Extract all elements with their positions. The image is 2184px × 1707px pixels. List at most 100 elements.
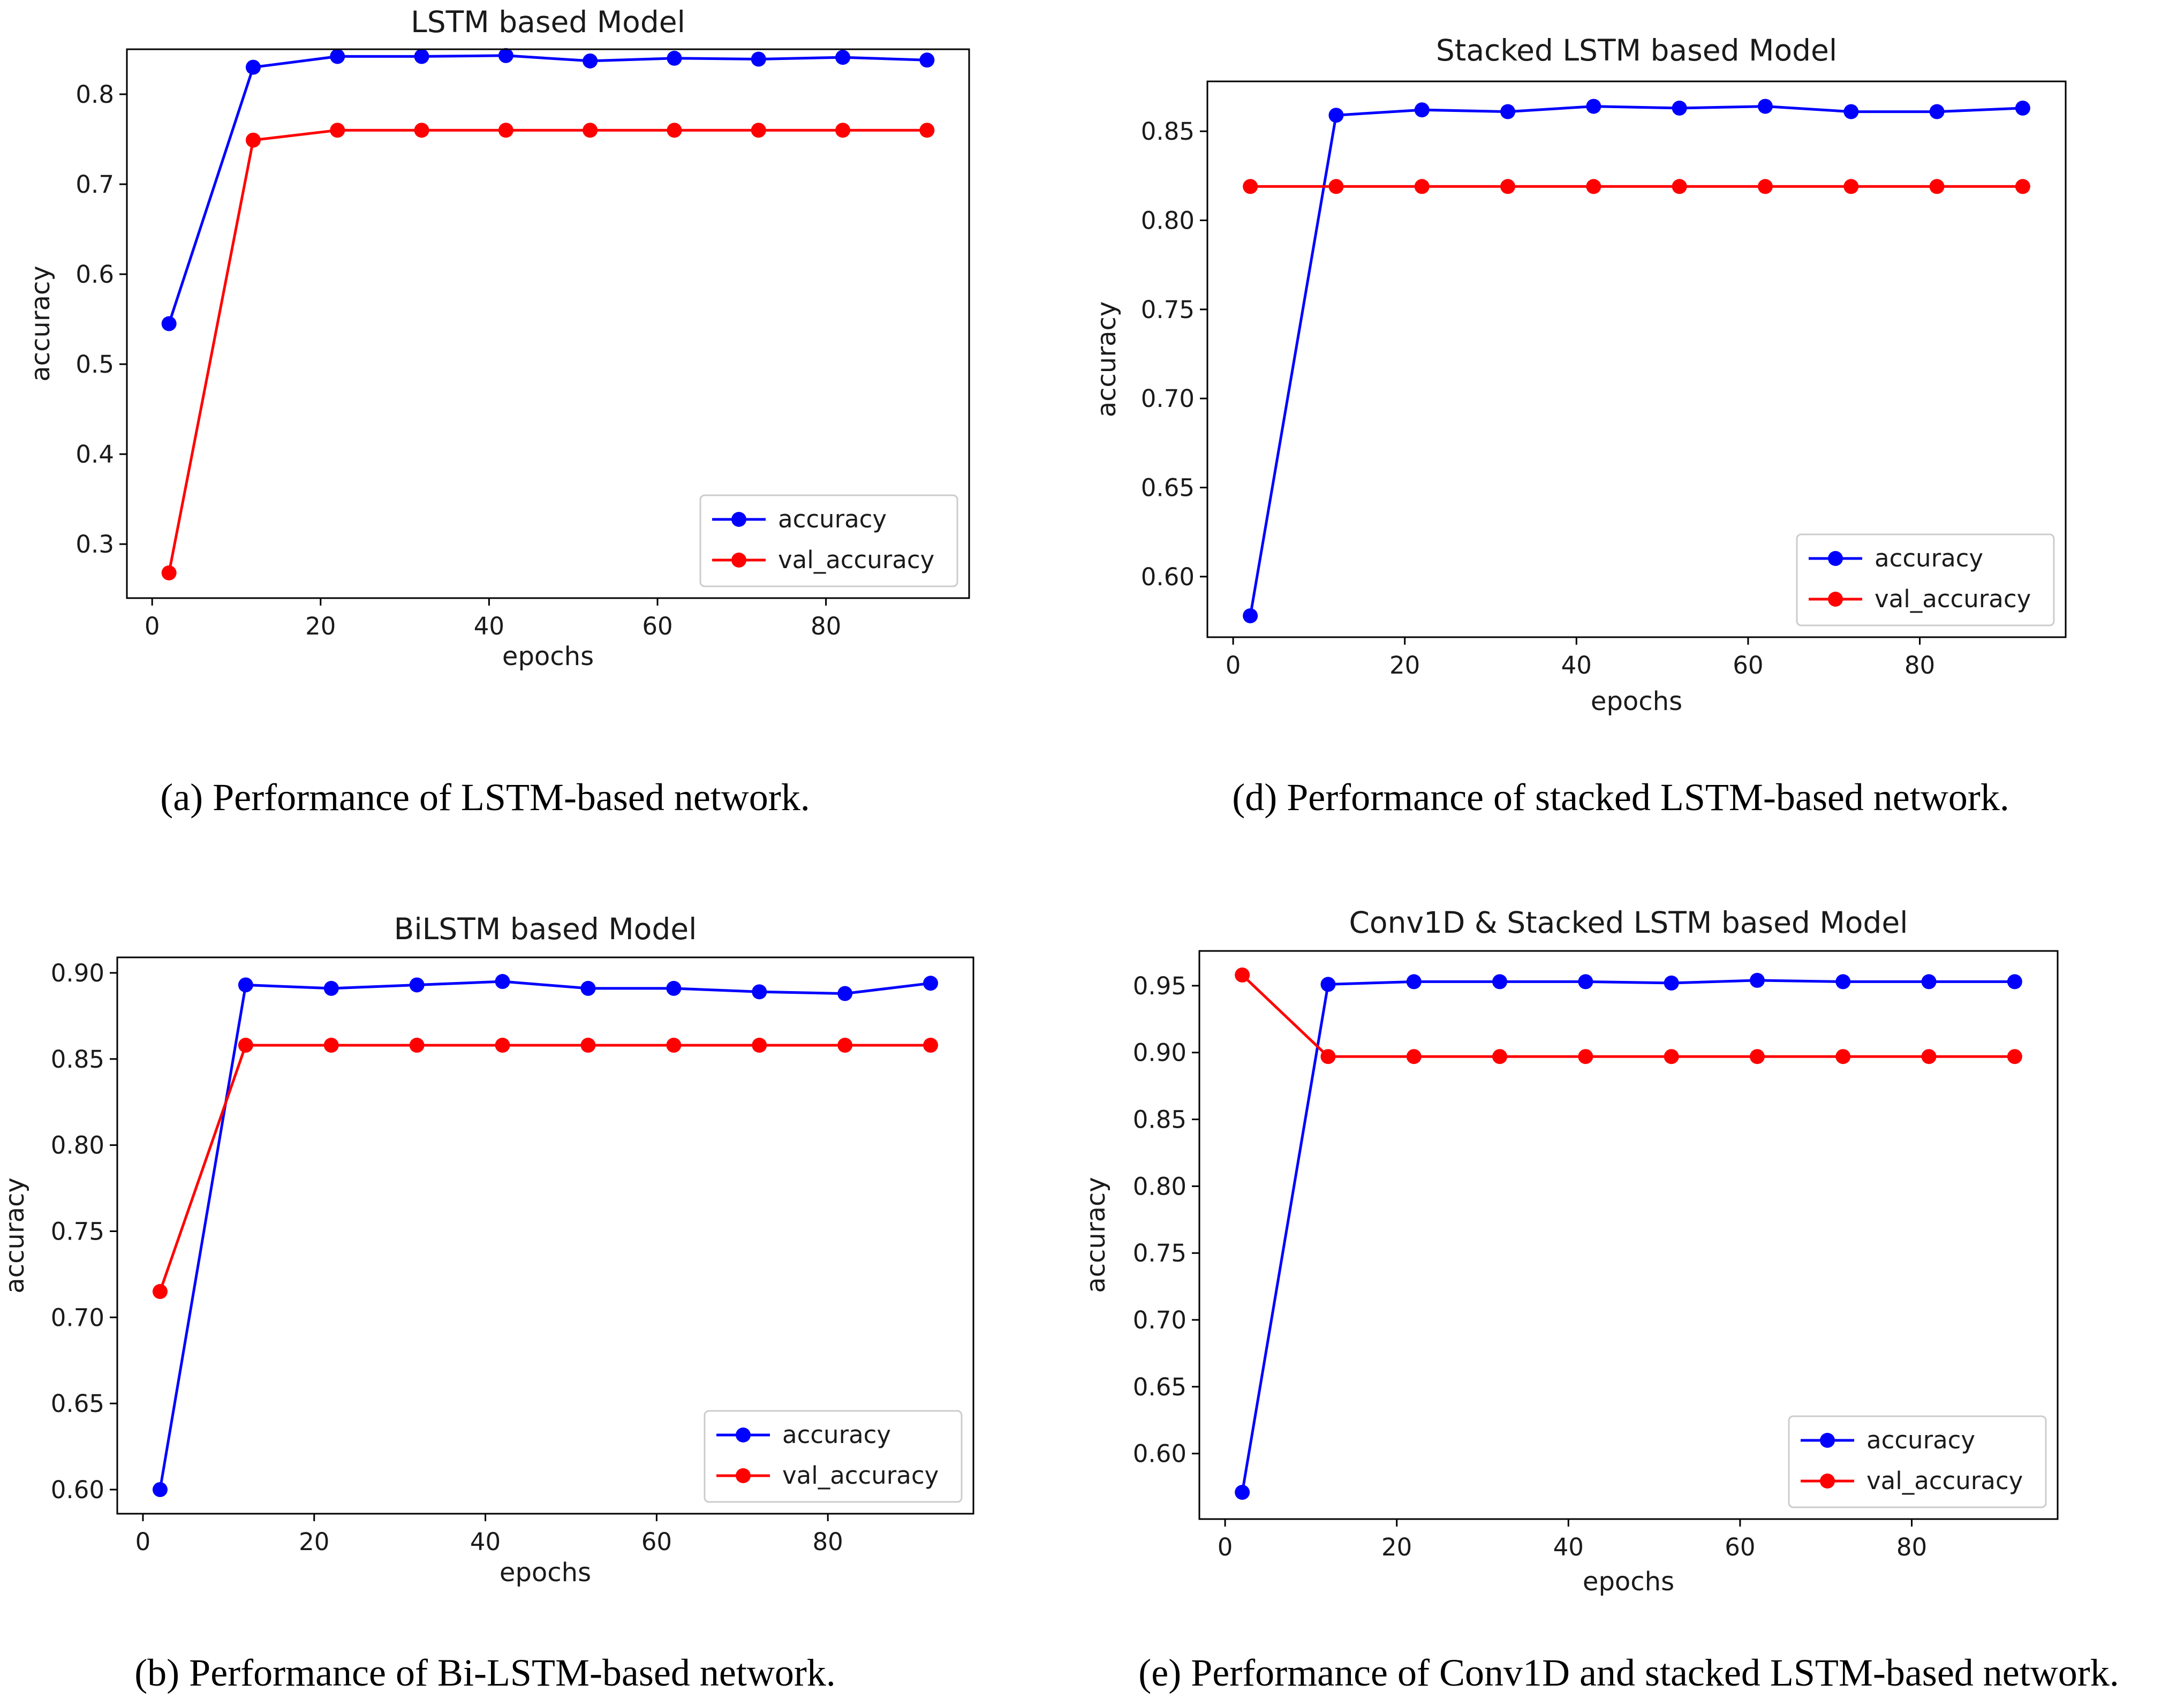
chart-d-y-tick-label: 0.85: [1141, 117, 1195, 146]
chart-d-legend-label-val_accuracy: val_accuracy: [1875, 585, 2031, 613]
chart-d-series-accuracy-point: [1929, 104, 1945, 119]
chart-b-series-accuracy-line: [158, 980, 931, 1490]
chart-e-series-accuracy-point: [1406, 974, 1422, 990]
chart-e-series-val_accuracy-point: [2007, 1049, 2022, 1064]
chart-b-caption-letter: b: [147, 1651, 167, 1694]
chart-d-y-tick-label: 0.80: [1141, 207, 1195, 235]
chart-d-series-accuracy-point: [1328, 108, 1344, 123]
chart-b-series-val_accuracy-point: [152, 1284, 168, 1300]
chart-d-series-accuracy-point: [1757, 99, 1773, 114]
chart-a-y-axis-label: accuracy: [26, 266, 56, 382]
chart-e-series-val_accuracy-point: [1921, 1049, 1937, 1064]
chart-a-series-val_accuracy-point: [330, 123, 345, 138]
chart-e-y-tick-label: 0.65: [1133, 1373, 1187, 1401]
chart-b-y-tick-label: 0.80: [51, 1131, 104, 1160]
chart-e-y-tick-label: 0.95: [1133, 972, 1187, 1000]
chart-b-y-tick-label: 0.85: [51, 1045, 104, 1074]
chart-e-series-val_accuracy-point: [1578, 1049, 1593, 1064]
chart-d-series-val_accuracy-point: [1843, 179, 1859, 194]
chart-e-series-val_accuracy-point: [1835, 1049, 1851, 1064]
chart-d-caption-letter: d: [1245, 776, 1264, 819]
chart-e-series-accuracy-point: [1835, 974, 1851, 990]
chart-e-series-accuracy-point: [1320, 977, 1336, 992]
chart-b-x-tick-label: 80: [813, 1528, 843, 1556]
chart-d-series-accuracy-line: [1249, 105, 2023, 616]
chart-d-series-val_accuracy-point: [1328, 179, 1344, 194]
chart-a-y-tick-label: 0.6: [75, 260, 114, 289]
chart-a-x-tick-label: 20: [305, 612, 336, 640]
chart-a-plot-frame: [126, 48, 970, 599]
chart-e-series-val_accuracy-point: [1406, 1049, 1422, 1064]
chart-e-series-val_accuracy-point: [1664, 1049, 1679, 1064]
chart-b-series-accuracy-point: [580, 980, 596, 996]
chart-b-y-axis-label: accuracy: [0, 1177, 30, 1294]
chart-d-y-tick-label: 0.65: [1141, 474, 1195, 502]
chart-e-series-accuracy-point: [1235, 1485, 1250, 1500]
chart-d-x-tick-label: 60: [1733, 651, 1763, 679]
chart-b-series-accuracy-point: [238, 977, 253, 993]
chart-b-x-tick-label: 20: [299, 1528, 329, 1556]
chart-a-series-accuracy-point: [498, 48, 513, 63]
chart-e-series-accuracy-point: [1578, 974, 1593, 990]
chart-e-series-accuracy-point: [1664, 975, 1679, 991]
chart-a-series-accuracy-point: [330, 49, 345, 64]
chart-b-series-val_accuracy-point: [923, 1038, 939, 1053]
chart-d-y-tick-label: 0.70: [1141, 384, 1195, 413]
chart-d-x-tick-label: 80: [1905, 651, 1935, 679]
chart-d-legend-label-accuracy: accuracy: [1875, 544, 1983, 572]
chart-e-y-tick-label: 0.85: [1133, 1106, 1187, 1134]
chart-b-title: BiLSTM based Model: [394, 912, 697, 946]
chart-b-series-val_accuracy-point: [837, 1038, 853, 1053]
chart-e-title: Conv1D & Stacked LSTM based Model: [1349, 905, 1908, 940]
chart-a-x-tick-label: 40: [474, 612, 504, 640]
chart-a-y-tick-label: 0.8: [75, 80, 114, 109]
chart-b-series-val_accuracy-point: [238, 1038, 253, 1053]
chart-e-series-val_accuracy-point: [1492, 1049, 1508, 1064]
chart-a-legend-label-accuracy: accuracy: [778, 505, 887, 533]
chart-a-series-accuracy-point: [414, 49, 429, 64]
chart-a-legend-marker-val_accuracy: [731, 553, 746, 568]
chart-e-x-tick-label: 60: [1725, 1533, 1755, 1561]
chart-d-series-val_accuracy-point: [1929, 179, 1945, 194]
chart-b-y-tick-label: 0.70: [51, 1303, 104, 1332]
chart-d-legend-marker-accuracy: [1828, 551, 1843, 566]
chart-e-series-accuracy-point: [1921, 974, 1937, 990]
chart-a-x-axis-label: epochs: [502, 641, 594, 671]
chart-d-series-accuracy-point: [1500, 104, 1516, 119]
chart-b-series-accuracy-point: [923, 976, 939, 991]
chart-b-x-tick-label: 40: [470, 1528, 501, 1556]
chart-d-series-val_accuracy-point: [1586, 179, 1601, 194]
chart-d-series-accuracy-point: [1843, 104, 1859, 119]
chart-e-y-tick-label: 0.80: [1133, 1172, 1187, 1200]
chart-b-legend-label-val_accuracy: val_accuracy: [782, 1461, 939, 1490]
chart-d-legend-marker-val_accuracy: [1828, 592, 1843, 607]
chart-b-y-tick-label: 0.90: [51, 959, 104, 987]
chart-d-y-tick-label: 0.60: [1141, 563, 1195, 591]
chart-e-series-accuracy-point: [2007, 974, 2022, 990]
chart-b-series-accuracy-point: [837, 986, 853, 1001]
chart-b-y-tick-label: 0.60: [51, 1476, 104, 1504]
chart-b-plot-frame: [116, 956, 974, 1515]
chart-b-x-tick-label: 60: [641, 1528, 672, 1556]
chart-d-series-accuracy-point: [1586, 99, 1601, 114]
chart-a-y-tick-label: 0.4: [75, 440, 114, 469]
chart-d-series-accuracy-point: [1672, 100, 1687, 116]
chart-b-series-val_accuracy-point: [580, 1038, 596, 1053]
panel-b: BiLSTM based Model 0 20 40 60 80 0.60 0.65 0.70 0…: [0, 912, 974, 1694]
chart-d-series-val_accuracy-point: [2015, 179, 2030, 194]
chart-e-x-tick-label: 20: [1381, 1533, 1412, 1561]
chart-a-series-val_accuracy-point: [498, 123, 513, 138]
chart-a-series-accuracy-point: [919, 52, 935, 68]
chart-e-legend-marker-val_accuracy: [1820, 1474, 1835, 1489]
chart-a-series-val_accuracy-point: [161, 565, 177, 580]
chart-a-x-tick-label: 60: [642, 612, 672, 640]
chart-e-plot-frame: [1198, 950, 2059, 1520]
chart-a-legend-label-val_accuracy: val_accuracy: [778, 546, 934, 574]
chart-e-series-accuracy-line: [1241, 979, 2015, 1493]
chart-e-series-val_accuracy-point: [1749, 1049, 1765, 1064]
chart-e-caption: (e) Performance of Conv1D and stacked LS…: [1138, 1651, 2119, 1694]
chart-e-legend-label-accuracy: accuracy: [1866, 1426, 1975, 1454]
chart-a-series-accuracy-point: [161, 316, 177, 331]
chart-b-legend-marker-accuracy: [736, 1427, 751, 1442]
